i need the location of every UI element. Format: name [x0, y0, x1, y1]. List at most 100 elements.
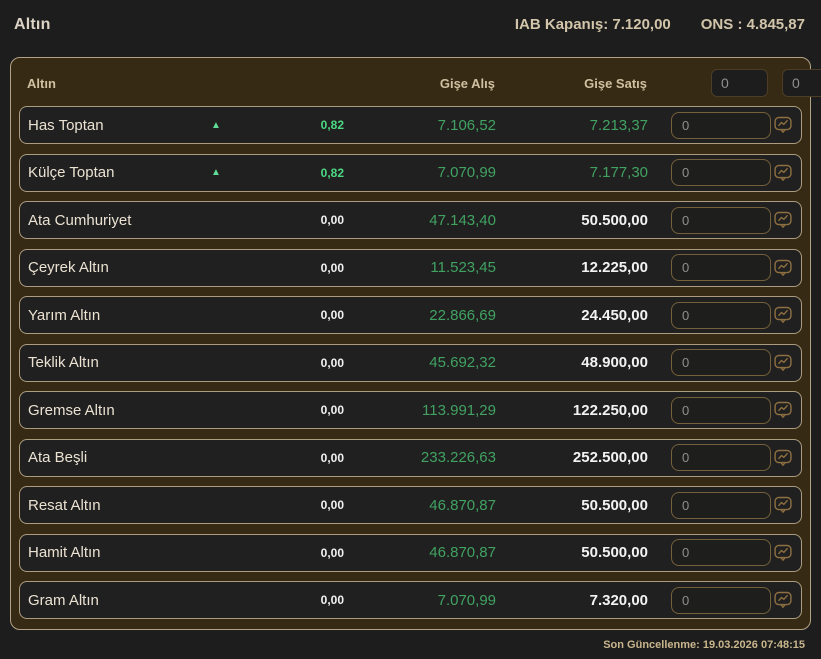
instrument-name: Gram Altın: [28, 591, 99, 609]
sell-price: 50.500,00: [581, 211, 648, 229]
buy-price: 47.143,40: [429, 211, 496, 229]
table-row: Resat Altın 0,00 46.870,87 50.500,00: [19, 486, 802, 524]
change-value: 0,00: [320, 403, 344, 417]
chart-bubble-button[interactable]: [771, 302, 795, 328]
table-row: Ata Beşli 0,00 233.226,63 252.500,00: [19, 438, 802, 477]
last-update-timestamp: Son Güncellenme: 19.03.2026 07:48:15: [603, 639, 805, 651]
instrument-name: Külçe Toptan: [28, 164, 115, 181]
chart-bubble-icon: [774, 449, 792, 466]
change-value: 0,82: [320, 165, 344, 180]
instrument-name: Has Toptan: [28, 116, 104, 134]
chart-bubble-button[interactable]: [771, 540, 795, 566]
change-value: 0,00: [320, 498, 344, 512]
instrument-name: Yarım Altın: [28, 306, 101, 324]
table-row: Hamit Altın 0,00 46.870,87 50.500,00: [19, 533, 802, 572]
spread-buy-input[interactable]: [711, 69, 768, 97]
chart-bubble-icon: [774, 401, 792, 418]
sell-price: 7.320,00: [589, 591, 648, 609]
gold-price-panel: Altın Gişe Alış Gişe Satış Has Toptan ▲ …: [10, 57, 821, 630]
buy-price: 233.226,63: [420, 449, 496, 466]
buy-price: 113.991,29: [422, 401, 496, 419]
sell-price: 48.900,00: [581, 354, 648, 371]
page-header: Altın IAB Kapanış: 7.120,00 ONS : 4.845,…: [0, 0, 821, 57]
table-row: Ata Cumhuriyet 0,00 47.143,40 50.500,00: [19, 201, 802, 239]
amount-input[interactable]: [671, 586, 771, 614]
chart-bubble-icon: [774, 306, 792, 323]
amount-input[interactable]: [671, 111, 771, 139]
chart-bubble-button[interactable]: [771, 207, 795, 233]
buy-price: 22.866,69: [429, 306, 496, 324]
buy-price: 11.523,45: [430, 259, 496, 276]
trend-up-icon: ▲: [211, 167, 221, 178]
spread-inputs: [647, 69, 821, 97]
chart-bubble-button[interactable]: [771, 160, 795, 186]
chart-bubble-button[interactable]: [771, 350, 795, 376]
table-header: Altın Gişe Alış Gişe Satış: [11, 58, 821, 106]
buy-price: 46.870,87: [429, 544, 496, 561]
instrument-name: Teklik Altın: [28, 354, 99, 371]
chart-bubble-icon: [774, 544, 792, 561]
amount-input[interactable]: [671, 349, 771, 376]
instrument-name: Resat Altın: [28, 496, 101, 514]
market-info: IAB Kapanış: 7.120,00 ONS : 4.845,87: [515, 16, 805, 33]
chart-bubble-button[interactable]: [771, 397, 795, 423]
change-value: 0,00: [320, 545, 344, 560]
table-row: Gremse Altın 0,00 113.991,29 122.250,00: [19, 391, 802, 429]
buy-price: 7.106,52: [437, 116, 496, 134]
change-value: 0,00: [320, 213, 344, 227]
chart-bubble-icon: [774, 211, 792, 228]
amount-input[interactable]: [671, 539, 771, 566]
table-row: Has Toptan ▲ 0,82 7.106,52 7.213,37: [19, 106, 802, 144]
amount-input[interactable]: [671, 396, 771, 424]
chart-bubble-button[interactable]: [771, 112, 795, 138]
table-row: Yarım Altın 0,00 22.866,69 24.450,00: [19, 296, 802, 334]
chart-bubble-icon: [774, 496, 792, 513]
table-row: Çeyrek Altın 0,00 11.523,45 12.225,00: [19, 248, 802, 287]
amount-input[interactable]: [671, 206, 771, 234]
ons-value: ONS : 4.845,87: [700, 16, 805, 33]
trend-up-icon: ▲: [211, 119, 221, 131]
sell-price: 50.500,00: [581, 496, 648, 514]
instrument-name: Gremse Altın: [28, 401, 115, 419]
chart-bubble-icon: [774, 591, 792, 608]
buy-price: 46.870,87: [429, 496, 496, 514]
sell-price: 7.177,30: [589, 164, 648, 181]
sell-price: 12.225,00: [581, 259, 648, 276]
page-title: Altın: [14, 15, 51, 33]
change-value: 0,00: [320, 308, 344, 322]
amount-input[interactable]: [671, 491, 771, 519]
chart-bubble-icon: [774, 164, 792, 181]
chart-bubble-button[interactable]: [771, 255, 795, 281]
amount-input[interactable]: [671, 444, 771, 471]
instrument-name: Ata Beşli: [28, 449, 88, 466]
chart-bubble-icon: [774, 354, 792, 371]
instrument-name: Çeyrek Altın: [28, 259, 109, 276]
sell-price: 50.500,00: [581, 544, 648, 561]
chart-bubble-icon: [774, 116, 792, 133]
amount-input[interactable]: [671, 254, 771, 281]
buy-price: 7.070,99: [437, 164, 496, 181]
change-value: 0,00: [320, 355, 344, 370]
table-row: Gram Altın 0,00 7.070,99 7.320,00: [19, 581, 802, 619]
table-row: Külçe Toptan ▲ 0,82 7.070,99 7.177,30: [19, 153, 802, 192]
instrument-name: Ata Cumhuriyet: [28, 211, 132, 229]
column-name-label: Altın: [27, 75, 56, 91]
column-sell-label: Gişe Satış: [584, 75, 647, 91]
buy-price: 45.692,32: [429, 354, 496, 371]
column-buy-label: Gişe Alış: [439, 75, 495, 91]
amount-input[interactable]: [671, 159, 771, 186]
buy-price: 7.070,99: [437, 591, 496, 609]
sell-price: 7.213,37: [589, 116, 648, 134]
change-value: 0,00: [320, 450, 344, 465]
change-value: 0,82: [320, 118, 344, 132]
instrument-name: Hamit Altın: [28, 544, 101, 561]
chart-bubble-button[interactable]: [771, 587, 795, 613]
iab-close-value: IAB Kapanış: 7.120,00: [514, 16, 671, 33]
amount-input[interactable]: [671, 301, 771, 329]
chart-bubble-button[interactable]: [771, 492, 795, 518]
chart-bubble-button[interactable]: [771, 445, 795, 471]
sell-price: 252.500,00: [572, 449, 648, 466]
change-value: 0,00: [320, 593, 344, 607]
sell-price: 122.250,00: [572, 401, 648, 419]
spread-sell-input[interactable]: [782, 69, 821, 97]
